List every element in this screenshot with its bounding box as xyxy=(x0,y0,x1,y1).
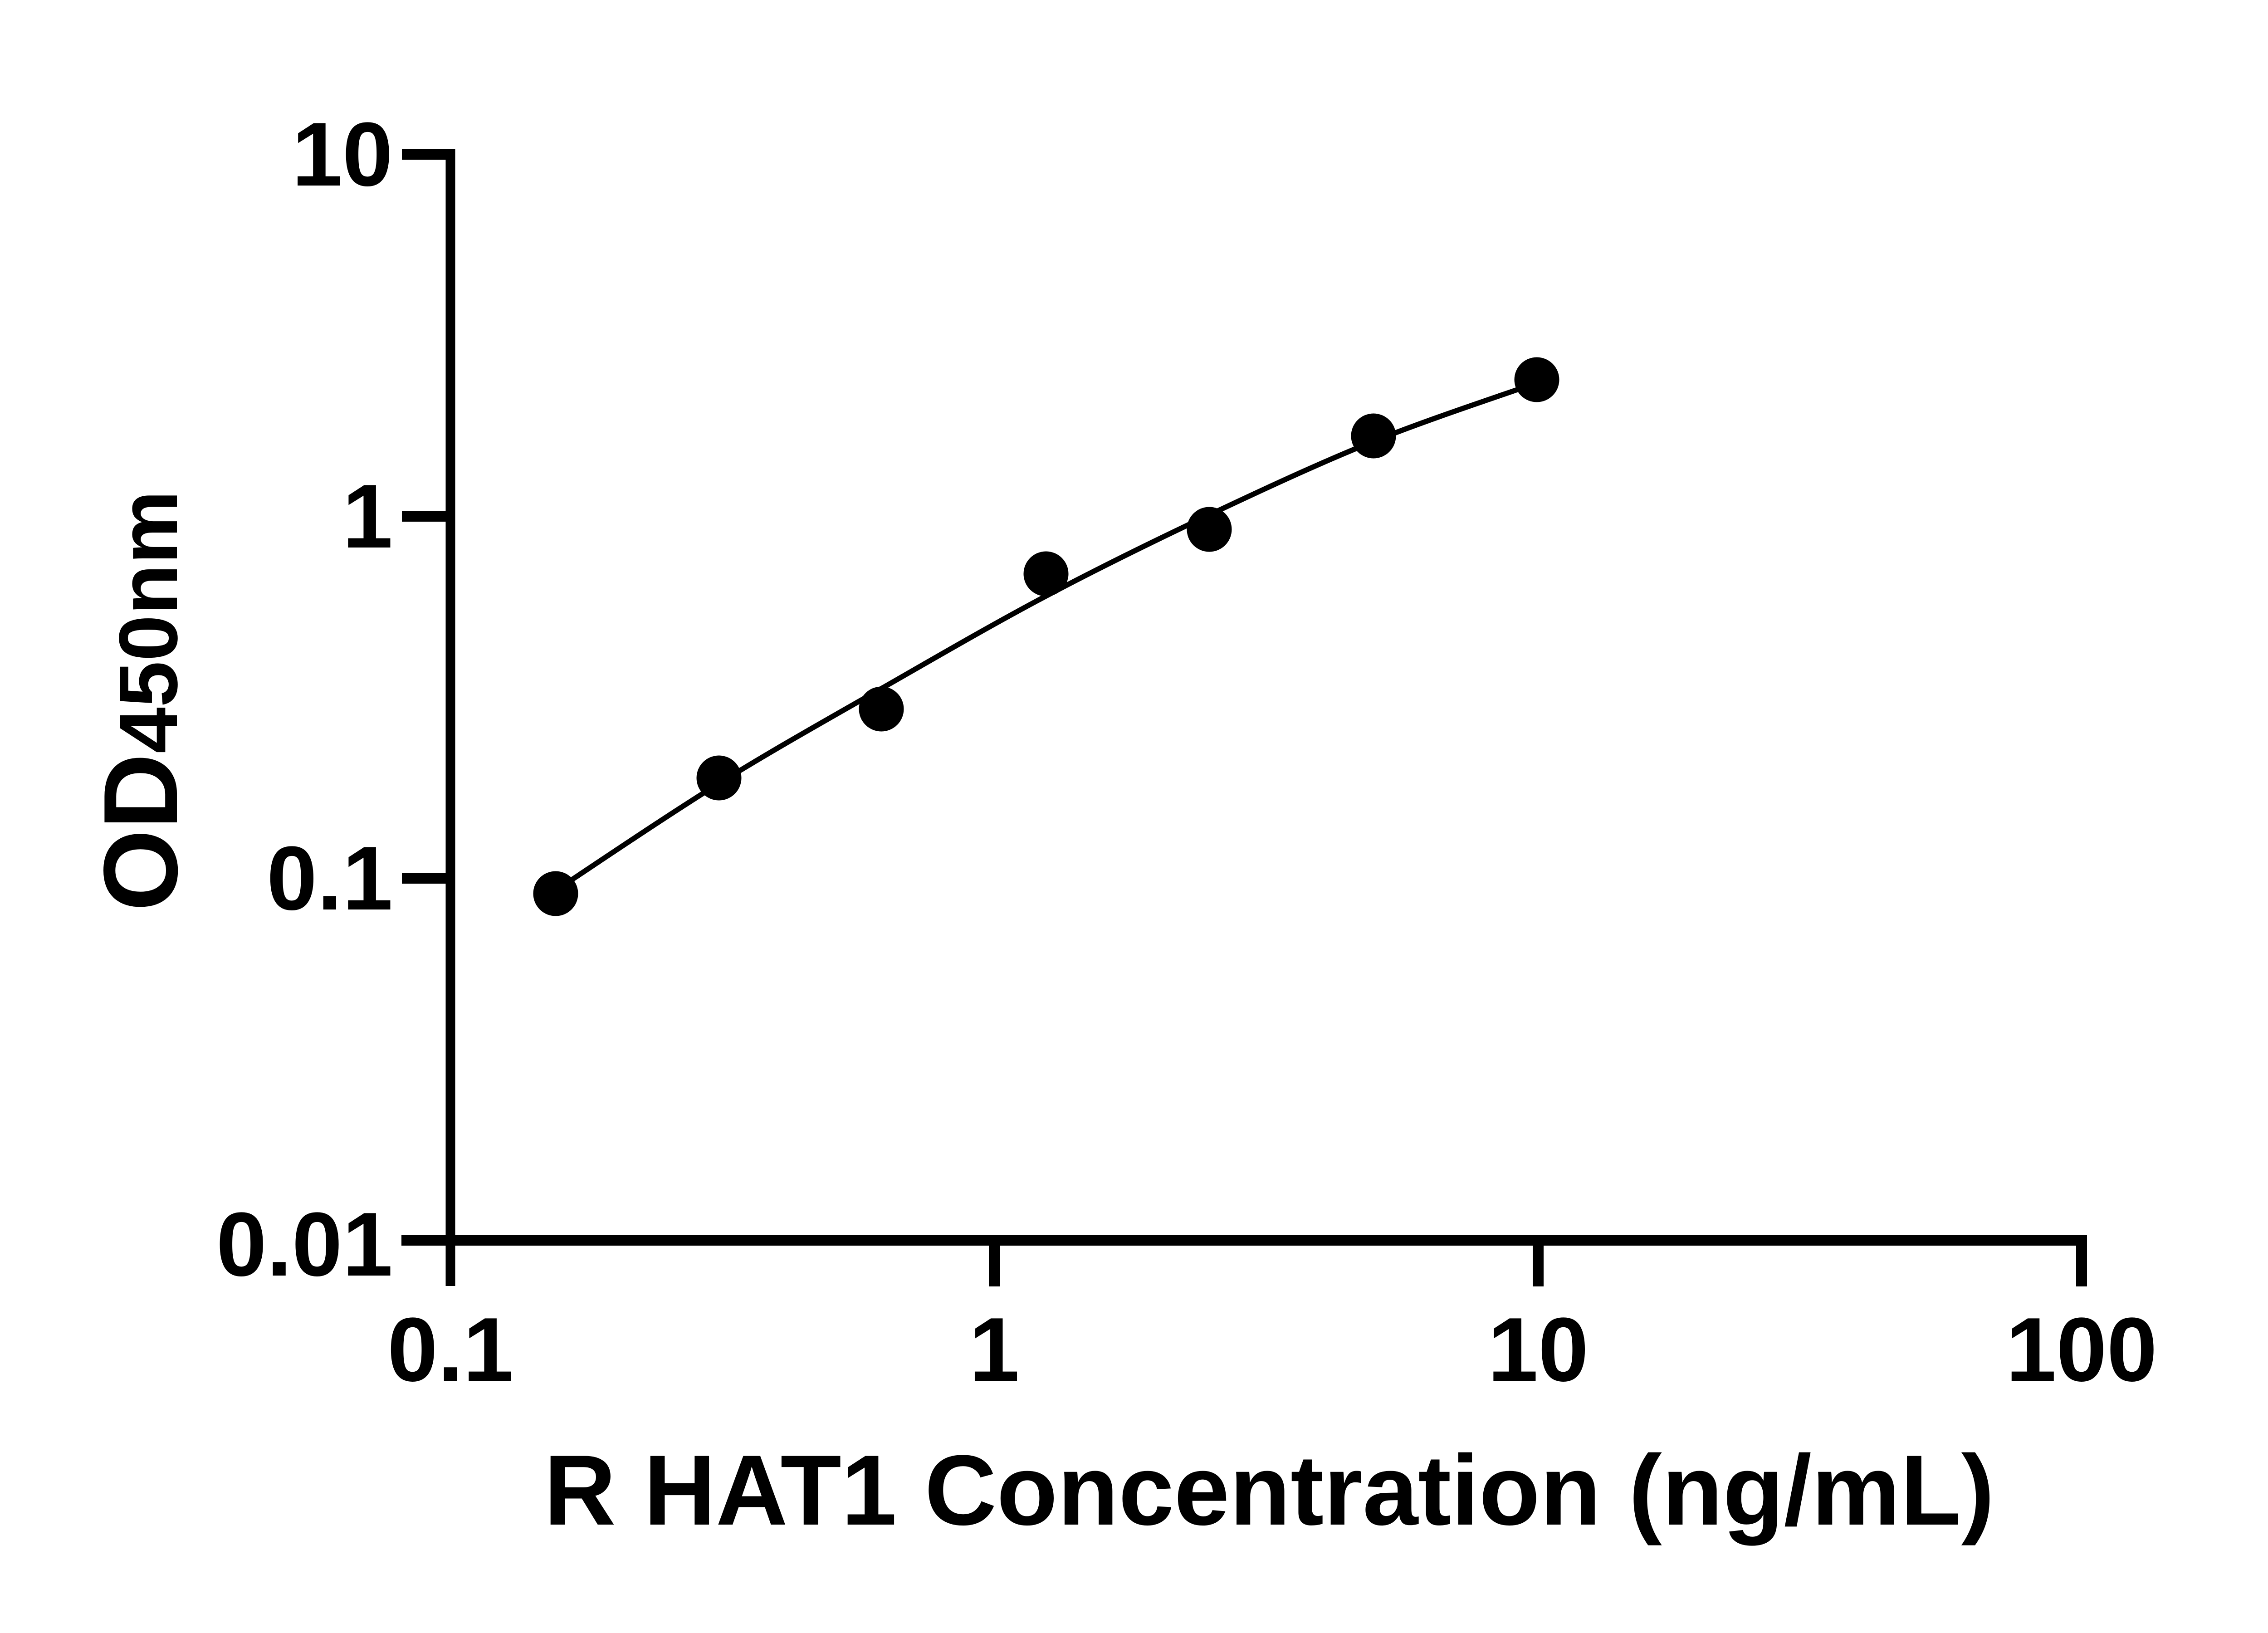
svg-text:100: 100 xyxy=(2006,1299,2157,1400)
svg-text:0.1: 0.1 xyxy=(267,828,393,929)
svg-text:1: 1 xyxy=(342,466,393,567)
svg-text:0.01: 0.01 xyxy=(216,1194,393,1295)
svg-text:10: 10 xyxy=(1488,1299,1589,1400)
svg-text:R HAT1 Concentration (ng/mL): R HAT1 Concentration (ng/mL) xyxy=(544,1434,1994,1546)
svg-text:0.1: 0.1 xyxy=(387,1299,513,1400)
svg-text:10: 10 xyxy=(292,104,393,205)
svg-text:1: 1 xyxy=(969,1299,1019,1400)
svg-text:OD450nm: OD450nm xyxy=(82,490,200,911)
